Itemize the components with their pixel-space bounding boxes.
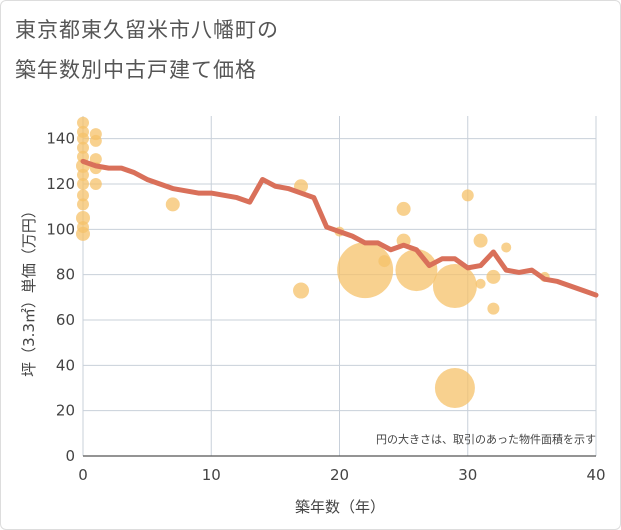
grid-lines: [82, 116, 597, 457]
bubble-size-note: 円の大きさは、取引のあった物件面積を示す: [376, 432, 596, 446]
bubble-point: [486, 269, 501, 284]
bubble-point: [475, 278, 486, 289]
bubble-point: [434, 368, 475, 408]
bubble-point: [501, 242, 512, 253]
y-tick-label: 40: [56, 356, 75, 374]
y-tick-label: 140: [46, 130, 75, 148]
bubble-point: [396, 201, 411, 216]
x-tick-label: 40: [586, 466, 605, 484]
axes: 0 10 20 30 40 0 20 40 60 80 100 120 140: [46, 130, 605, 484]
x-axis-label: 築年数（年）: [295, 498, 385, 516]
bubble-point: [293, 282, 310, 299]
bubble-point: [461, 189, 474, 202]
chart-title-line2: 築年数別中古戸建て価格: [15, 58, 257, 82]
bubble-series: [76, 116, 550, 408]
bubble-point: [77, 168, 89, 181]
bubble-point: [473, 233, 488, 248]
y-tick-label: 100: [46, 220, 75, 238]
y-tick-label: 120: [46, 175, 75, 193]
x-tick-label: 20: [330, 466, 349, 484]
y-axis-label: 坪（3.3㎡）単価（万円）: [20, 203, 38, 377]
x-tick-label: 10: [202, 466, 221, 484]
y-tick-label: 0: [65, 447, 75, 465]
bubble-point: [378, 255, 391, 268]
bubble-point: [77, 189, 89, 202]
bubble-point: [77, 116, 89, 129]
bubble-point: [165, 197, 180, 212]
y-tick-label: 20: [56, 402, 75, 420]
chart-title-line1: 東京都東久留米市八幡町の: [15, 18, 279, 42]
y-tick-label: 80: [56, 266, 75, 284]
bubble-point: [487, 302, 500, 315]
y-tick-label: 60: [56, 311, 75, 329]
bubble-point: [77, 132, 89, 145]
bubble-point: [395, 249, 438, 292]
bubble-point: [77, 141, 89, 154]
bubble-point: [76, 211, 90, 225]
bubble-point: [89, 134, 102, 147]
trend-line-series: [80, 158, 599, 298]
x-tick-label: 0: [78, 466, 88, 484]
bubble-point: [89, 153, 102, 166]
bubble-point: [89, 178, 102, 190]
x-tick-label: 30: [458, 466, 477, 484]
bubble-point: [77, 178, 89, 190]
bubble-point: [77, 198, 89, 211]
bubble-point: [432, 264, 477, 308]
bubble-point: [337, 242, 394, 299]
average-price-line: [80, 158, 599, 298]
bubble-point: [76, 226, 90, 241]
